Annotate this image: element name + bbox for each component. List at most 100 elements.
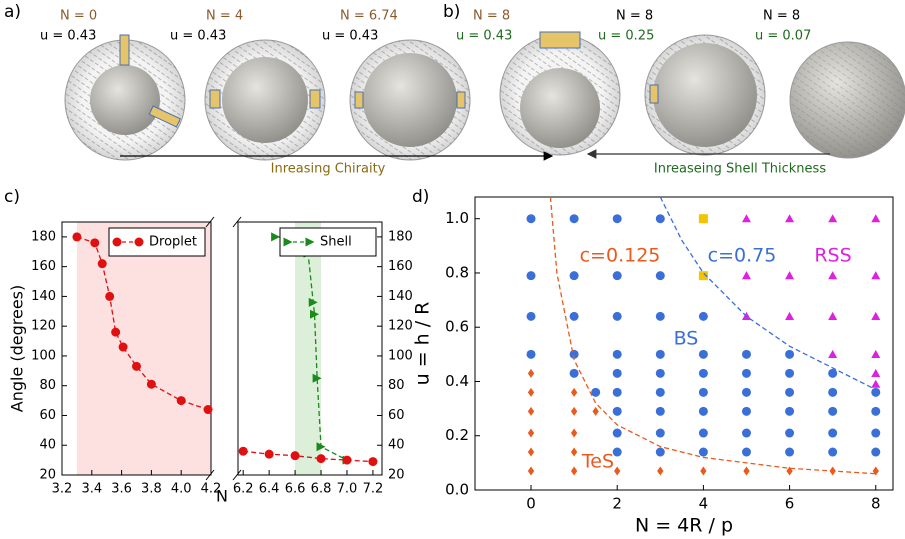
point xyxy=(655,311,665,321)
legend-marker xyxy=(134,237,144,247)
point xyxy=(570,466,578,476)
point xyxy=(526,214,536,224)
x-tick-label: 4.0 xyxy=(171,482,192,497)
point xyxy=(118,342,128,352)
point xyxy=(741,428,751,438)
case-n: N = 8 xyxy=(763,9,800,24)
point xyxy=(698,271,708,281)
legend-box xyxy=(108,227,206,257)
x-tick-label: 6.2 xyxy=(233,482,254,497)
point xyxy=(698,387,708,397)
region-label: c=0.75 xyxy=(708,245,777,267)
point xyxy=(698,368,708,378)
case-u: u = 0.07 xyxy=(755,29,811,44)
plot-frame xyxy=(237,221,383,476)
point xyxy=(612,428,622,438)
point xyxy=(828,387,838,397)
point xyxy=(176,396,186,406)
case-n: N = 8 xyxy=(473,9,510,24)
case-n: N = 4 xyxy=(206,9,243,24)
y-tick-label: 0.4 xyxy=(445,372,469,390)
x-tick-label: 6.6 xyxy=(285,482,306,497)
point xyxy=(570,428,578,438)
region-label: BS xyxy=(674,328,699,350)
y-tick-label: 160 xyxy=(388,259,413,274)
point xyxy=(741,271,751,280)
point xyxy=(655,406,665,416)
point xyxy=(871,214,881,223)
x-tick-label: 6 xyxy=(785,495,795,513)
point xyxy=(312,373,322,383)
case-n: N = 0 xyxy=(60,9,97,24)
plot-frame xyxy=(61,221,212,476)
point xyxy=(828,447,838,457)
point xyxy=(591,387,601,397)
shaded-region xyxy=(76,222,212,475)
point xyxy=(785,349,795,359)
point xyxy=(698,447,708,457)
y-tick-label: 0.0 xyxy=(445,481,469,499)
x-tick-label: 4 xyxy=(699,495,709,513)
point xyxy=(785,368,795,378)
point xyxy=(741,406,751,416)
point xyxy=(828,368,838,378)
point xyxy=(871,368,881,377)
region-label: TeS xyxy=(581,451,614,473)
point xyxy=(655,428,665,438)
point xyxy=(828,406,838,416)
y-tick-label: 40 xyxy=(388,438,405,453)
case-u: u = 0.25 xyxy=(598,29,654,44)
point xyxy=(526,311,536,321)
legend-box xyxy=(279,227,377,257)
series-line xyxy=(659,196,877,391)
point xyxy=(655,271,665,281)
point xyxy=(614,466,621,476)
point xyxy=(871,271,881,280)
case-u: u = 0.43 xyxy=(322,29,378,44)
point xyxy=(655,349,665,359)
y-tick-label: 120 xyxy=(388,319,413,334)
panel-label: a) xyxy=(4,2,21,22)
y-tick-label: 0.2 xyxy=(445,426,469,444)
point xyxy=(785,428,795,438)
point xyxy=(612,368,622,378)
case-n: N = 8 xyxy=(616,9,653,24)
point xyxy=(310,309,320,319)
point xyxy=(569,311,579,321)
point xyxy=(741,387,751,397)
y-tick-label: 180 xyxy=(388,229,413,244)
point xyxy=(90,238,100,248)
legend-marker xyxy=(283,237,293,247)
x-tick-label: 3.8 xyxy=(141,482,162,497)
point xyxy=(743,466,750,476)
point xyxy=(657,466,664,476)
legend-label: Shell xyxy=(320,235,352,250)
case-u: u = 0.43 xyxy=(40,29,96,44)
x-axis-label: N = 4R / p xyxy=(635,515,733,537)
x-tick-label: 6.8 xyxy=(311,482,332,497)
y-tick-label: 0.8 xyxy=(445,263,469,281)
x-tick-label: 3.4 xyxy=(81,482,102,497)
point xyxy=(871,349,881,358)
point xyxy=(105,291,115,301)
point xyxy=(871,428,881,438)
y-tick-label: 140 xyxy=(31,289,56,304)
point xyxy=(569,349,579,359)
x-tick-label: 8 xyxy=(871,495,881,513)
point xyxy=(785,387,795,397)
axis-break xyxy=(205,469,215,481)
point xyxy=(612,406,622,416)
point xyxy=(527,387,535,397)
point xyxy=(828,214,838,223)
point xyxy=(132,361,141,371)
y-tick-label: 20 xyxy=(388,468,405,483)
point xyxy=(612,447,622,457)
legend-marker xyxy=(112,237,122,247)
x-tick-label: 6.4 xyxy=(259,482,280,497)
point xyxy=(828,349,838,358)
y-tick-label: 140 xyxy=(388,289,413,304)
point xyxy=(316,454,326,464)
point xyxy=(785,271,795,280)
arrow-caption: Inreaseing Shell Thickness xyxy=(654,162,826,177)
